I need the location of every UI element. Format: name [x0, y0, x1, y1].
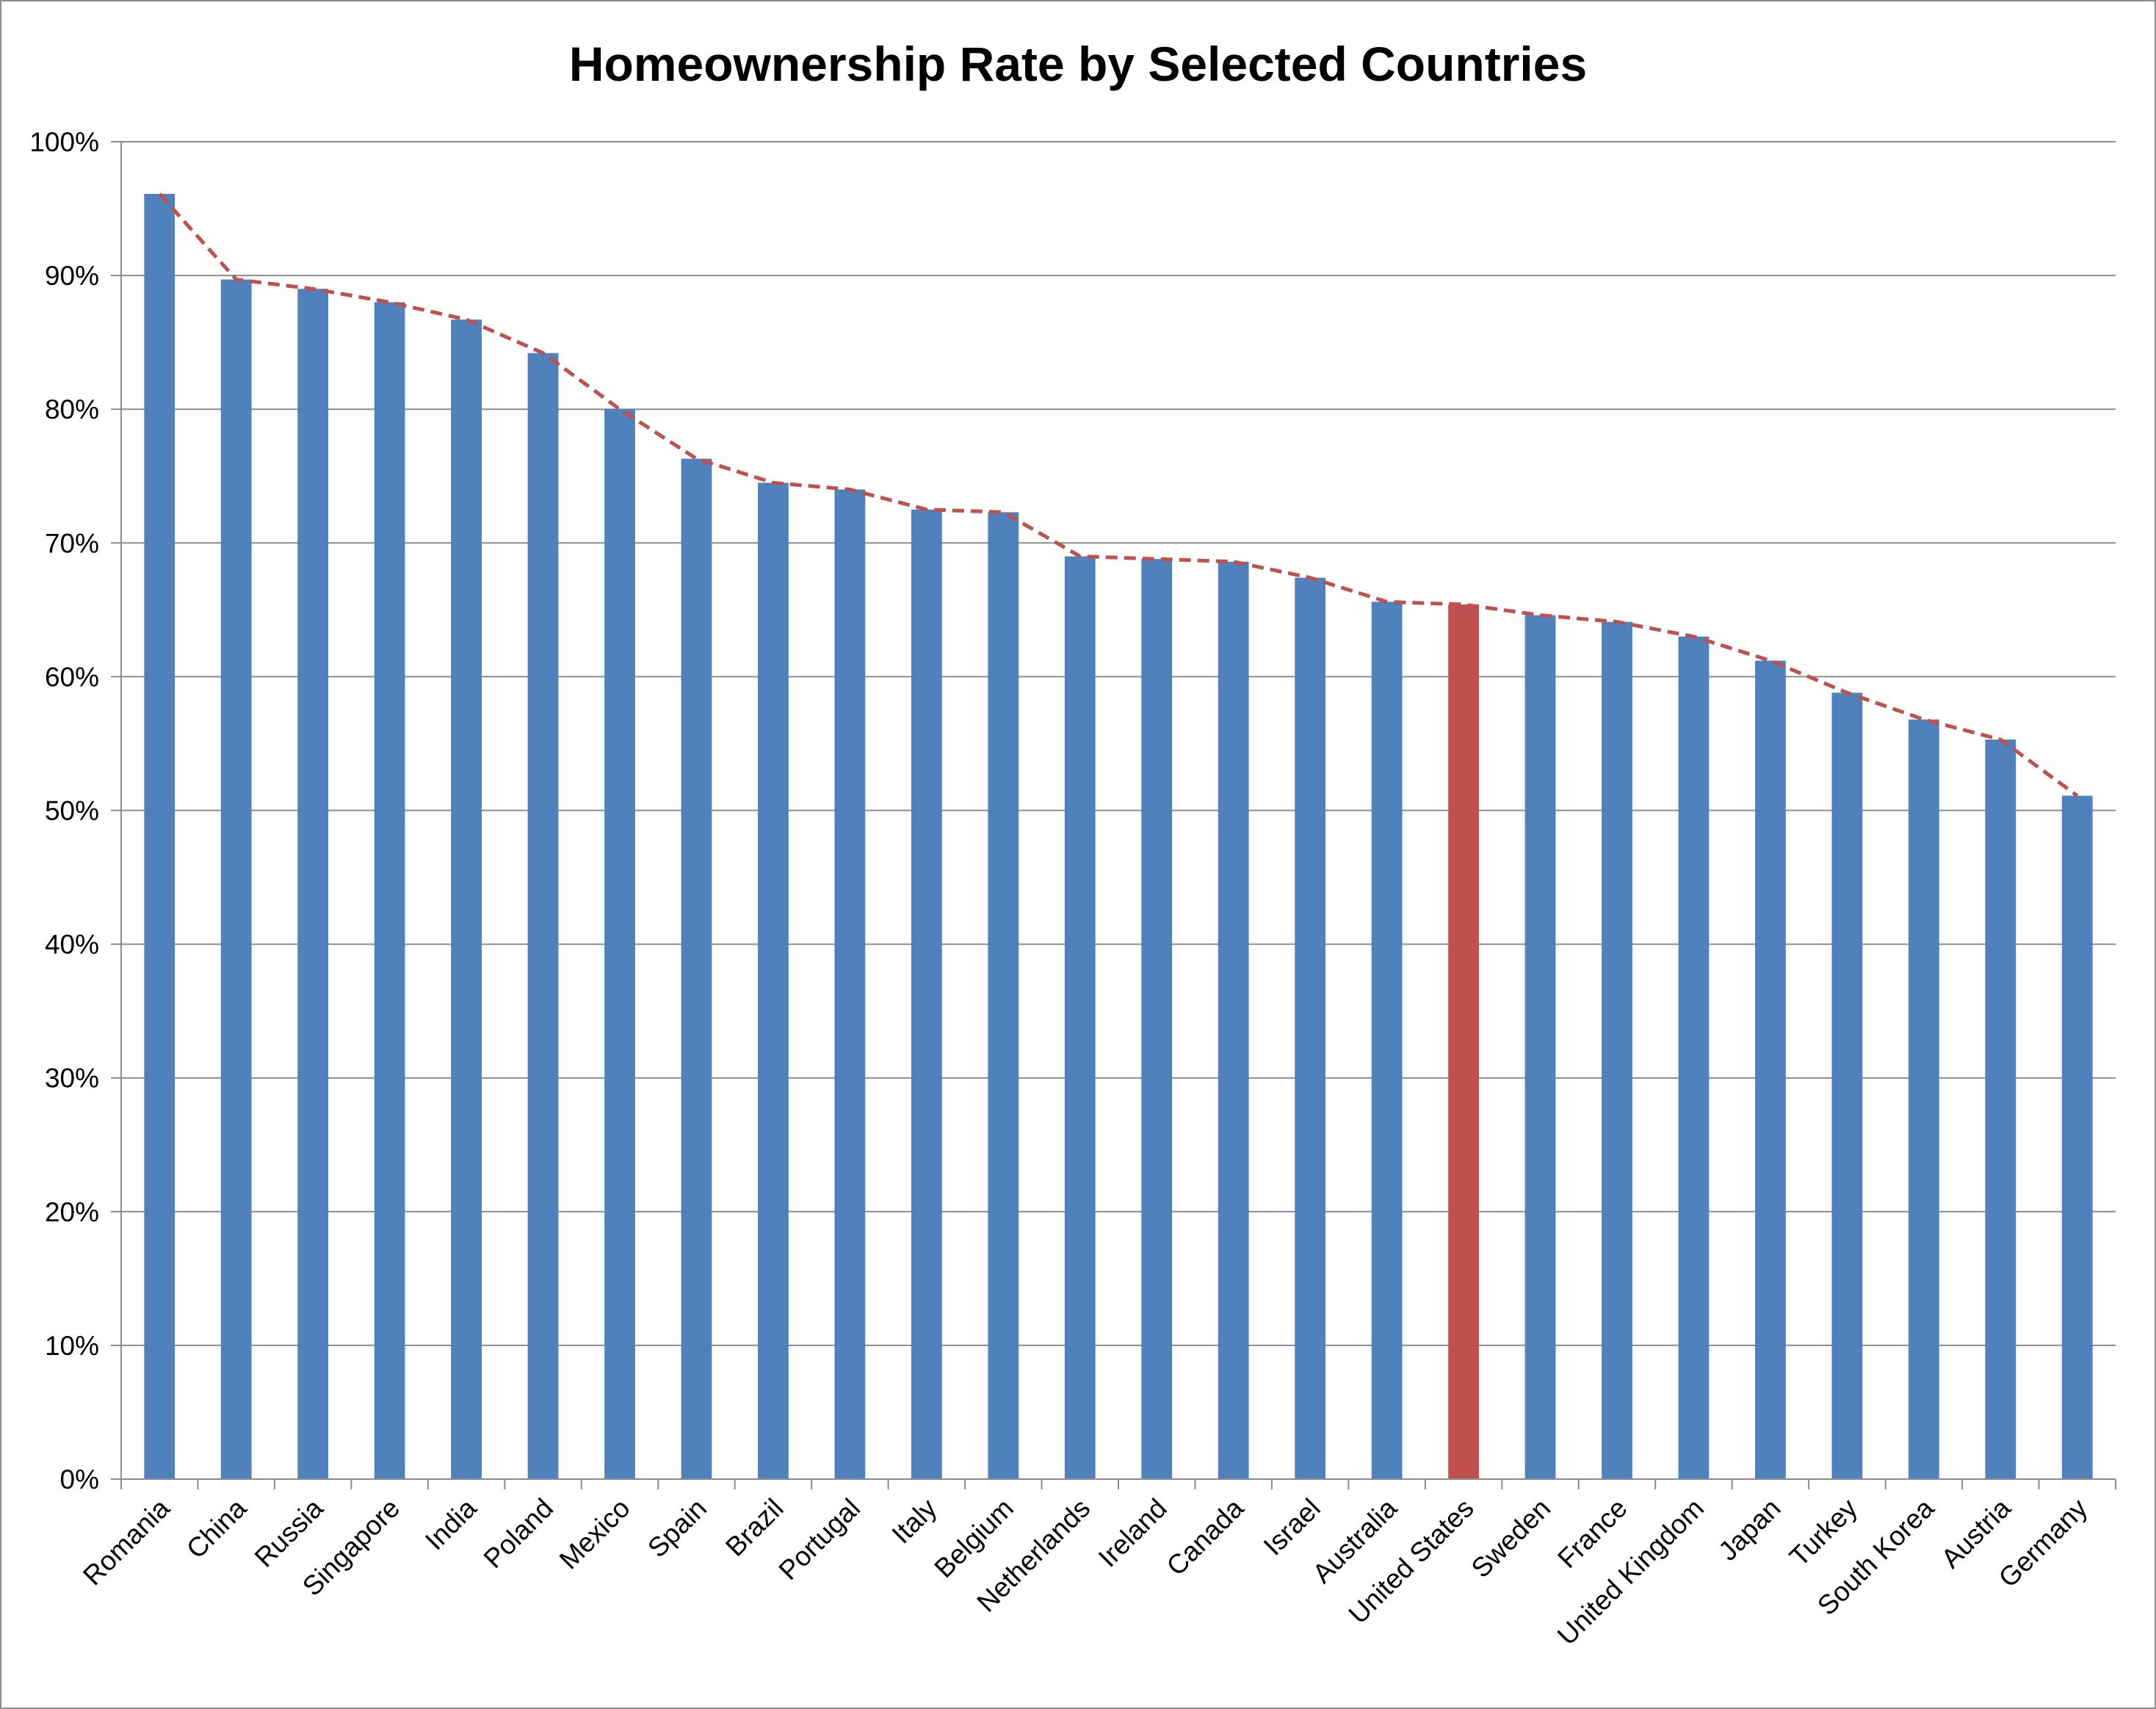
y-tick-label: 100%: [29, 127, 99, 157]
x-category-label: Romania: [77, 1492, 176, 1591]
x-category-label: Mexico: [554, 1493, 636, 1575]
y-tick-label: 50%: [45, 796, 99, 826]
x-category-label: Canada: [1161, 1492, 1250, 1581]
x-category-label: Poland: [478, 1493, 559, 1574]
y-tick-label: 90%: [45, 261, 99, 291]
bar-brazil: [758, 483, 789, 1479]
y-tick-label: 60%: [45, 662, 99, 692]
bar-belgium: [988, 512, 1019, 1479]
bar-spain: [681, 458, 712, 1479]
x-category-label: Sweden: [1466, 1493, 1557, 1584]
y-tick-label: 40%: [45, 930, 99, 960]
bar-romania: [144, 194, 176, 1479]
bar-australia: [1371, 601, 1403, 1479]
y-tick-label: 30%: [45, 1063, 99, 1094]
gridlines: [121, 141, 2116, 1346]
x-category-label: Brazil: [720, 1493, 789, 1562]
y-tick-label: 10%: [45, 1331, 99, 1361]
bar-canada: [1218, 561, 1249, 1480]
y-tick-label: 20%: [45, 1197, 99, 1227]
bar-mexico: [604, 409, 635, 1480]
bar-united-kingdom: [1678, 636, 1710, 1479]
bar-austria: [1985, 739, 2016, 1479]
x-category-label: India: [419, 1492, 482, 1556]
x-category-label: Israel: [1258, 1493, 1326, 1561]
bar-germany: [2061, 795, 2093, 1479]
bar-netherlands: [1064, 556, 1096, 1479]
bar-italy: [911, 509, 942, 1479]
bar-poland: [527, 353, 559, 1479]
y-axis-tick-labels: 0% 10% 20% 30% 40% 50% 60% 70% 80% 90% 100%: [29, 127, 121, 1495]
x-category-label: China: [181, 1492, 253, 1564]
bar-turkey: [1831, 693, 1863, 1480]
y-tick-label: 80%: [45, 394, 99, 424]
bar-sweden: [1524, 615, 1556, 1479]
x-category-label: United Kingdom: [1552, 1493, 1710, 1651]
bar-ireland: [1141, 559, 1173, 1479]
bars: [144, 194, 2093, 1480]
x-category-label: Japan: [1712, 1493, 1786, 1567]
bar-russia: [297, 289, 329, 1479]
bar-israel: [1295, 577, 1326, 1479]
bar-south-korea: [1908, 719, 1939, 1479]
trend-line: [158, 192, 2079, 798]
bar-france: [1602, 621, 1632, 1479]
bar-india: [451, 319, 482, 1479]
x-category-label: Spain: [642, 1493, 712, 1564]
bar-china: [220, 279, 252, 1479]
x-category-label: Italy: [886, 1492, 943, 1549]
bar-japan: [1755, 660, 1786, 1479]
y-tick-label: 70%: [45, 528, 99, 558]
bar-united-states: [1448, 604, 1479, 1480]
trend-line-layer: [158, 192, 2079, 798]
bar-portugal: [834, 489, 866, 1480]
y-tick-label: 0%: [60, 1464, 99, 1495]
axes: [120, 142, 2116, 1489]
x-category-label: Portugal: [773, 1493, 866, 1586]
bar-singapore: [374, 302, 405, 1479]
chart-title: Homeownership Rate by Selected Countries: [569, 37, 1587, 91]
